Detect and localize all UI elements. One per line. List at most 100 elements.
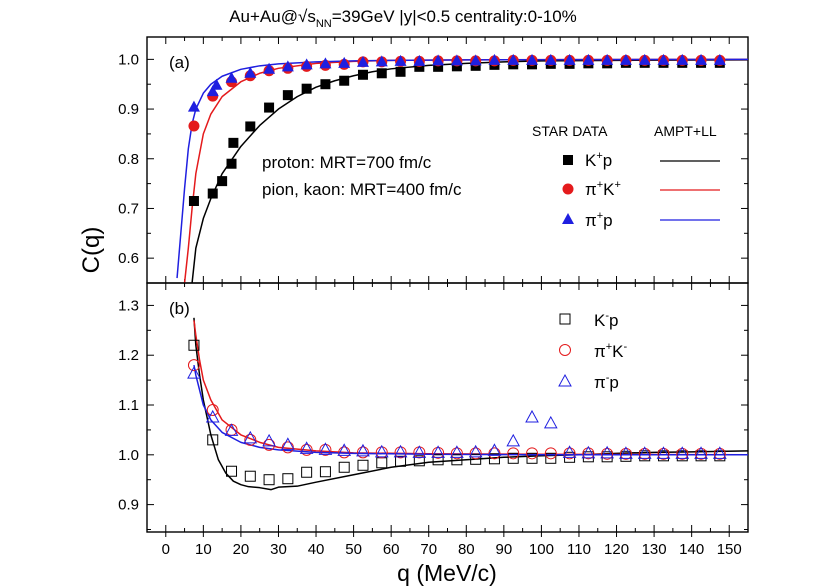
title-sub: NN — [316, 18, 332, 30]
data-point-pi-p — [374, 444, 389, 458]
data-point-k-p — [338, 461, 350, 473]
plot-frame-b — [146, 282, 749, 533]
data-point-pi-p — [675, 446, 690, 459]
data-point-k-p — [226, 158, 237, 169]
data-point-pi-p — [694, 446, 708, 459]
data-point-pi-k- — [526, 447, 539, 460]
data-point-pi-p — [468, 444, 483, 458]
data-point-pi-p — [356, 443, 370, 457]
x-tick-label: 20 — [233, 541, 250, 558]
data-point-k-p — [226, 465, 238, 477]
data-point-k-p — [320, 79, 331, 90]
data-point-pi-p — [543, 415, 558, 429]
data-point-pi-k- — [469, 447, 482, 460]
data-point-k-p — [545, 452, 557, 464]
data-point-pi-p — [224, 423, 239, 436]
data-point-pi-p — [563, 53, 576, 65]
annotation-proton: proton: MRT=700 fm/c — [262, 153, 432, 172]
x-tick-label: 140 — [679, 541, 704, 558]
data-point-pi-p — [507, 53, 520, 65]
data-point-pi-p — [263, 62, 276, 74]
data-point-pi-p — [562, 445, 577, 458]
data-point-k-p — [470, 453, 482, 465]
data-point-pi-p — [375, 55, 388, 67]
data-point-k-p — [207, 188, 218, 199]
data-point-pi-p — [601, 53, 614, 65]
panel-b: (b) 0 10 20 30 40 50 60 70 80 90 100 110 120 130 140 150… — [118, 282, 749, 558]
data-point-pi-p — [713, 53, 726, 65]
legend-marker-pip-plus — [562, 213, 574, 224]
data-point-k-p — [188, 339, 200, 351]
data-point-pi-p — [394, 54, 407, 66]
title-sqrt: √ — [298, 7, 308, 26]
x-tick-label: 150 — [717, 541, 742, 558]
legend-label-pik-plus: π+K+ — [585, 179, 621, 199]
y-tick-label-a: 0.6 — [118, 250, 139, 267]
y-tick-label-b: 0.9 — [118, 497, 139, 514]
x-tick-label: 80 — [458, 541, 475, 558]
data-point-k-p — [207, 434, 219, 446]
data-point-k-p — [507, 452, 519, 464]
data-point-pi-p — [412, 445, 427, 458]
data-point-k-p — [264, 102, 275, 113]
data-point-pi-p — [338, 56, 351, 68]
legend-marker-kp-plus — [563, 155, 573, 165]
x-tick-label: 30 — [270, 541, 287, 558]
data-point-pi-p — [206, 85, 219, 97]
data-point-pi-p — [469, 54, 482, 66]
data-point-pi-p — [243, 430, 258, 444]
data-point-pi-k- — [563, 447, 576, 460]
data-point-pi-p — [638, 53, 651, 65]
data-point-pi-p — [582, 53, 595, 65]
data-point-pi-k- — [206, 403, 219, 416]
x-tick-label: 0 — [162, 541, 170, 558]
data-point-pi-k- — [601, 447, 614, 460]
data-point-pi-p — [506, 433, 521, 447]
x-tick-label: 50 — [345, 541, 362, 558]
data-point-pi-k- — [488, 447, 501, 460]
data-point-k-p — [319, 466, 331, 478]
chart-title: Au+Au@√sNN=39GeV |y|<0.5 centrality:0-10… — [229, 7, 577, 30]
data-point-pi-p — [225, 71, 238, 83]
title-prefix: Au+Au@ — [229, 7, 298, 26]
y-tick-label-a: 0.9 — [118, 101, 139, 118]
data-point-k-p — [188, 196, 199, 206]
legend-marker-pip-minus — [558, 373, 572, 387]
panel-label-a: (a) — [169, 53, 190, 72]
data-point-k-p — [217, 176, 228, 187]
legend-header-model: AMPT+LL — [654, 123, 717, 139]
x-tick-label: 60 — [383, 541, 400, 558]
data-point-pi-p — [488, 53, 501, 65]
data-point-k-p — [339, 75, 350, 86]
data-point-pi-k- — [244, 433, 257, 446]
data-point-pi-p — [676, 53, 689, 65]
x-tick-label: 10 — [195, 541, 212, 558]
legend-label-kp-minus: K-p — [594, 310, 618, 330]
data-point-k-p — [301, 466, 313, 478]
data-point-k-p — [395, 455, 407, 467]
x-tick-label: 90 — [496, 541, 513, 558]
legend-label-pik-minus: π+K- — [594, 341, 628, 361]
data-point-pi-p — [300, 58, 313, 70]
data-point-pi-p — [393, 444, 408, 458]
x-tick-label: 100 — [529, 541, 554, 558]
y-tick-label-a: 1.0 — [118, 51, 139, 68]
data-point-pi-p — [281, 60, 294, 72]
data-point-k-p — [282, 473, 294, 485]
data-point-k-p — [413, 455, 425, 467]
legend-label-pip-plus: π+p — [585, 210, 613, 230]
data-point-k-p — [432, 454, 444, 466]
data-point-pi-p — [487, 443, 502, 456]
y-tick-label-b: 1.0 — [118, 447, 139, 464]
data-point-pi-p — [205, 409, 220, 423]
data-point-pi-p — [581, 445, 596, 459]
data-point-k-p — [395, 66, 406, 77]
data-point-pi-p — [319, 57, 332, 69]
data-point-pi-k- — [507, 447, 520, 460]
data-point-k-p — [357, 69, 368, 80]
data-point-k-p — [357, 459, 369, 471]
plot-area-a — [176, 53, 748, 283]
data-point-pi-p — [619, 446, 633, 459]
data-point-pi-p — [432, 54, 445, 66]
model-curve-pi-k-ampt-ll — [193, 320, 748, 456]
